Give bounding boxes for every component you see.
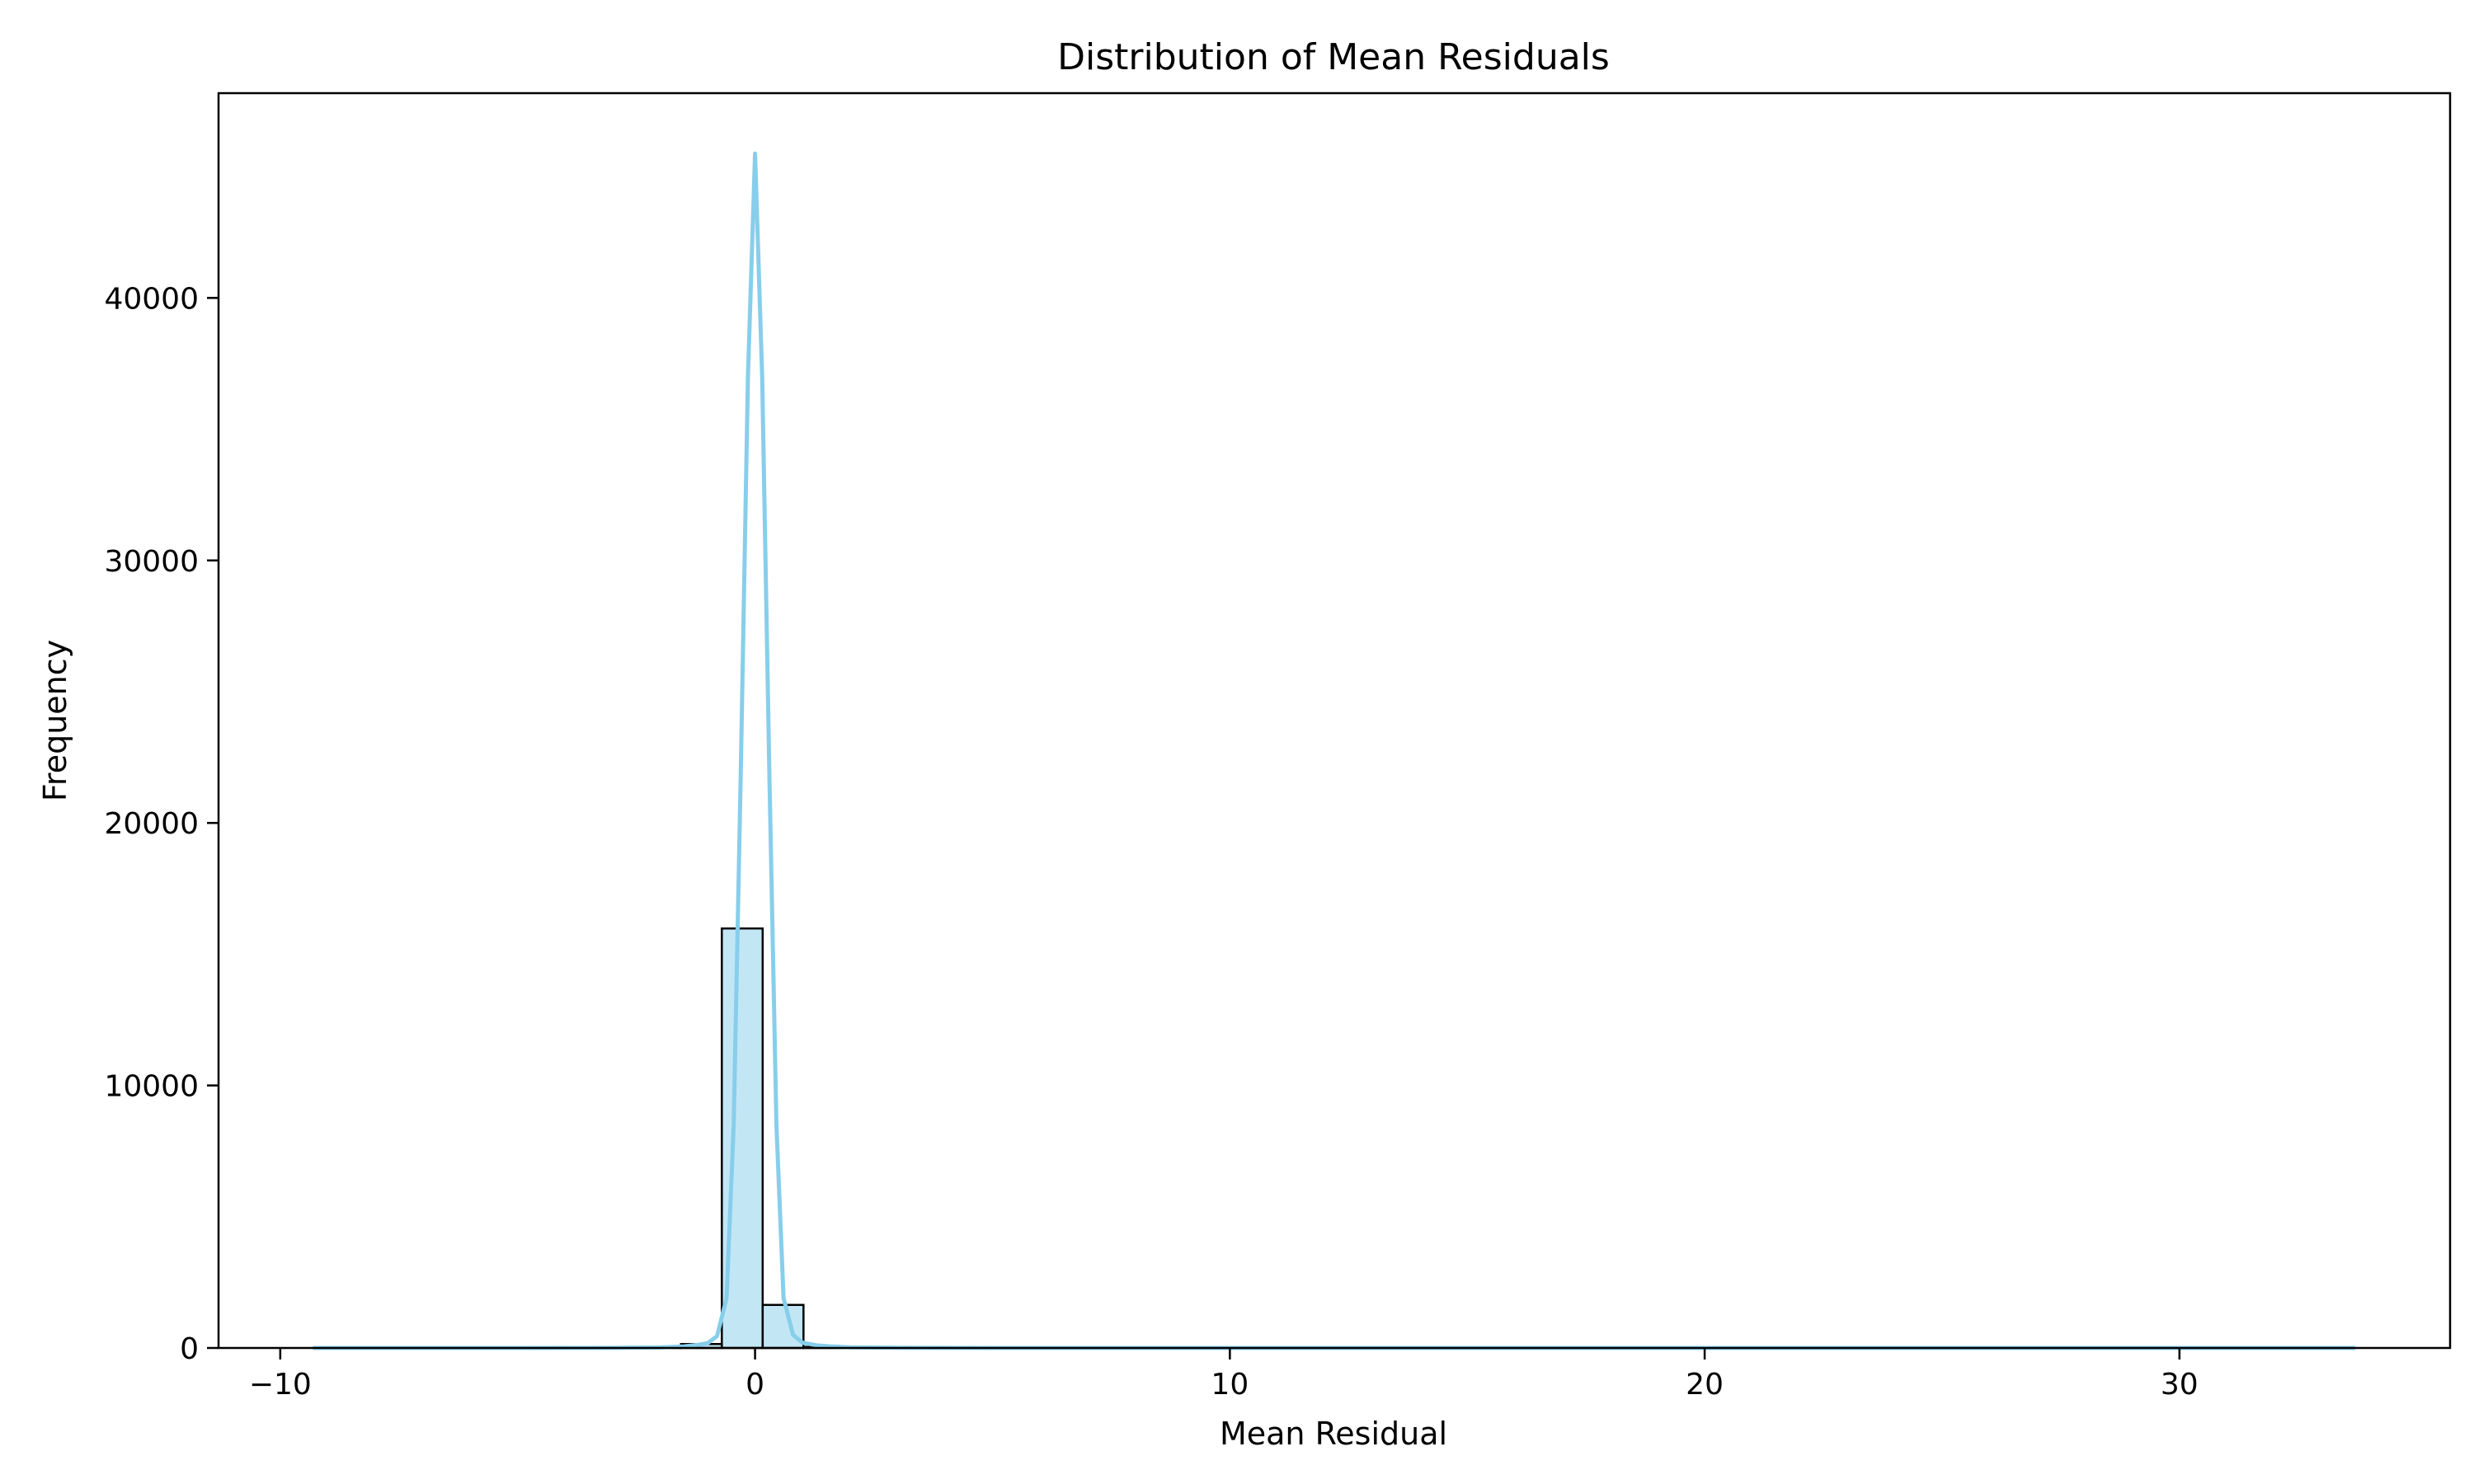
y-axis-label: Frequency	[37, 640, 73, 801]
y-tick-label: 40000	[104, 282, 199, 316]
y-tick-label: 0	[180, 1332, 199, 1366]
x-axis-ticks: −10 0 10 20 30	[249, 1348, 2199, 1402]
histogram-bar	[761, 1303, 805, 1350]
x-axis-label: Mean Residual	[1220, 1416, 1447, 1452]
x-tick-label: 10	[1211, 1368, 1249, 1402]
x-tick-label: 30	[2161, 1368, 2199, 1402]
y-axis-ticks: 0 10000 20000 30000 40000	[104, 282, 219, 1366]
x-tick-label: 0	[745, 1368, 764, 1402]
y-tick-label: 30000	[104, 545, 199, 579]
y-tick-label: 10000	[104, 1070, 199, 1104]
histogram-bars	[312, 927, 1050, 1350]
kde-curve	[313, 151, 2355, 1350]
x-tick-label: −10	[249, 1368, 312, 1402]
plot-area	[217, 92, 2452, 1350]
x-tick-label: 20	[1686, 1368, 1724, 1402]
chart-title: Distribution of Mean Residuals	[1057, 36, 1610, 78]
y-tick-label: 20000	[104, 807, 199, 841]
